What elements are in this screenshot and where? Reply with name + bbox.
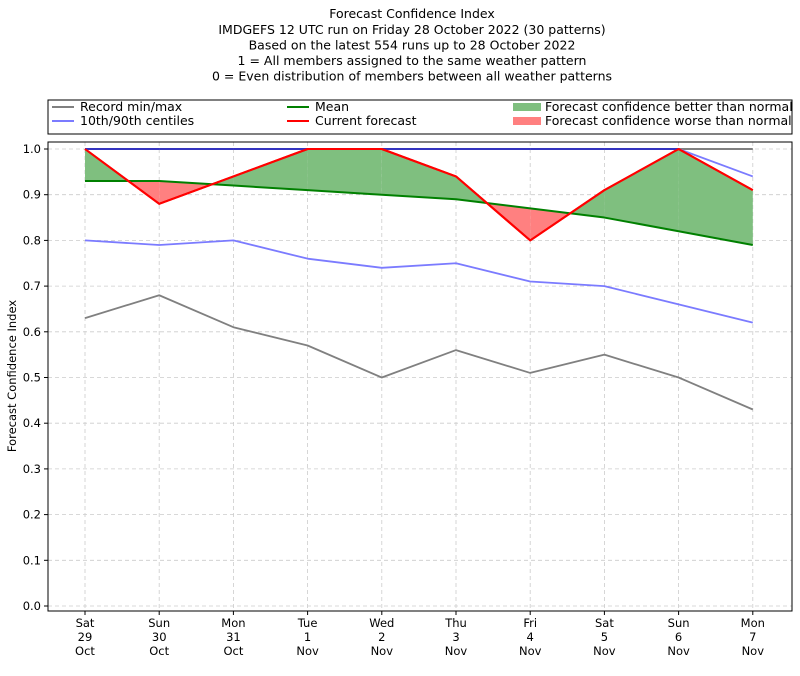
legend-label: 10th/90th centiles	[80, 113, 194, 128]
fill-better-than-normal	[604, 149, 679, 232]
x-tick-label: Tue	[297, 616, 318, 630]
x-tick-label: 4	[527, 630, 534, 644]
fill-worse-than-normal	[530, 208, 571, 241]
y-tick-label: 0.3	[23, 462, 41, 476]
legend-label: Forecast confidence worse than normal	[545, 113, 792, 128]
x-tick-label: 31	[226, 630, 241, 644]
y-tick-label: 0.8	[23, 233, 41, 247]
fill-better-than-normal	[307, 149, 382, 195]
series-current-forecast-top	[84, 148, 754, 242]
y-tick-label: 0.2	[23, 508, 41, 522]
x-tick-label: Nov	[667, 644, 690, 658]
series-10th-centile	[84, 239, 754, 324]
x-tick-label: Sat	[76, 616, 95, 630]
fill-better-than-normal	[678, 149, 753, 245]
x-tick-label: 6	[675, 630, 682, 644]
y-tick-label: 0.0	[23, 599, 41, 613]
chart-subtitle-line: 0 = Even distribution of members between…	[212, 69, 612, 84]
x-tick-label: Oct	[149, 644, 169, 658]
series-mean	[85, 179, 753, 246]
series-record-min	[84, 294, 754, 411]
chart-subtitle-line: IMDGEFS 12 UTC run on Friday 28 October …	[218, 22, 605, 37]
x-tick-label: Nov	[371, 644, 394, 658]
legend-label: Forecast confidence better than normal	[545, 99, 793, 114]
x-tick-label: 2	[378, 630, 385, 644]
x-tick-label: Oct	[223, 644, 243, 658]
legend-label: Record min/max	[80, 99, 182, 114]
x-tick-label: Sun	[668, 616, 690, 630]
x-tick-label: Nov	[742, 644, 765, 658]
x-tick-label: 5	[601, 630, 608, 644]
legend-box	[47, 99, 793, 135]
x-tick-label: 7	[749, 630, 756, 644]
y-tick-label: 0.1	[23, 553, 41, 567]
y-axis-label: Forecast Confidence Index	[5, 300, 19, 452]
x-tick-label: Fri	[523, 616, 537, 630]
x-tick-label: Nov	[296, 644, 319, 658]
x-tick-label: Sun	[148, 616, 170, 630]
y-tick-label: 0.7	[23, 279, 41, 293]
legend-patch-swatch	[513, 103, 541, 111]
y-tick-label: 0.9	[23, 188, 41, 202]
y-tick-label: 0.5	[23, 371, 41, 385]
axes-frame	[47, 141, 793, 612]
x-tick-label: Sat	[595, 616, 614, 630]
x-tick-label: Nov	[519, 644, 542, 658]
fill-better-than-normal	[381, 149, 456, 200]
x-tick-label: 1	[304, 630, 311, 644]
x-tick-label: Mon	[221, 616, 245, 630]
x-tick-label: 3	[452, 630, 459, 644]
x-tick-label: Wed	[369, 616, 394, 630]
plot-area: 0.00.10.20.30.40.50.60.70.80.91.0Sat29Oc…	[5, 141, 793, 658]
x-tick-label: Thu	[444, 616, 467, 630]
x-tick-label: 29	[78, 630, 93, 644]
x-tick-label: Mon	[741, 616, 765, 630]
fill-better-than-normal	[233, 149, 308, 191]
chart-subtitle-line: Based on the latest 554 runs up to 28 Oc…	[249, 38, 576, 53]
legend-patch-swatch	[513, 117, 541, 125]
legend-label: Mean	[315, 99, 349, 114]
x-tick-label: 30	[152, 630, 167, 644]
x-tick-label: Nov	[445, 644, 468, 658]
y-tick-label: 0.6	[23, 325, 41, 339]
chart-title: Forecast Confidence Index	[329, 6, 495, 21]
legend-label: Current forecast	[315, 113, 417, 128]
x-tick-label: Oct	[75, 644, 95, 658]
y-tick-label: 0.4	[23, 416, 41, 430]
chart-subtitle-line: 1 = All members assigned to the same wea…	[238, 53, 587, 68]
x-tick-label: Nov	[593, 644, 616, 658]
y-tick-label: 1.0	[23, 142, 41, 156]
